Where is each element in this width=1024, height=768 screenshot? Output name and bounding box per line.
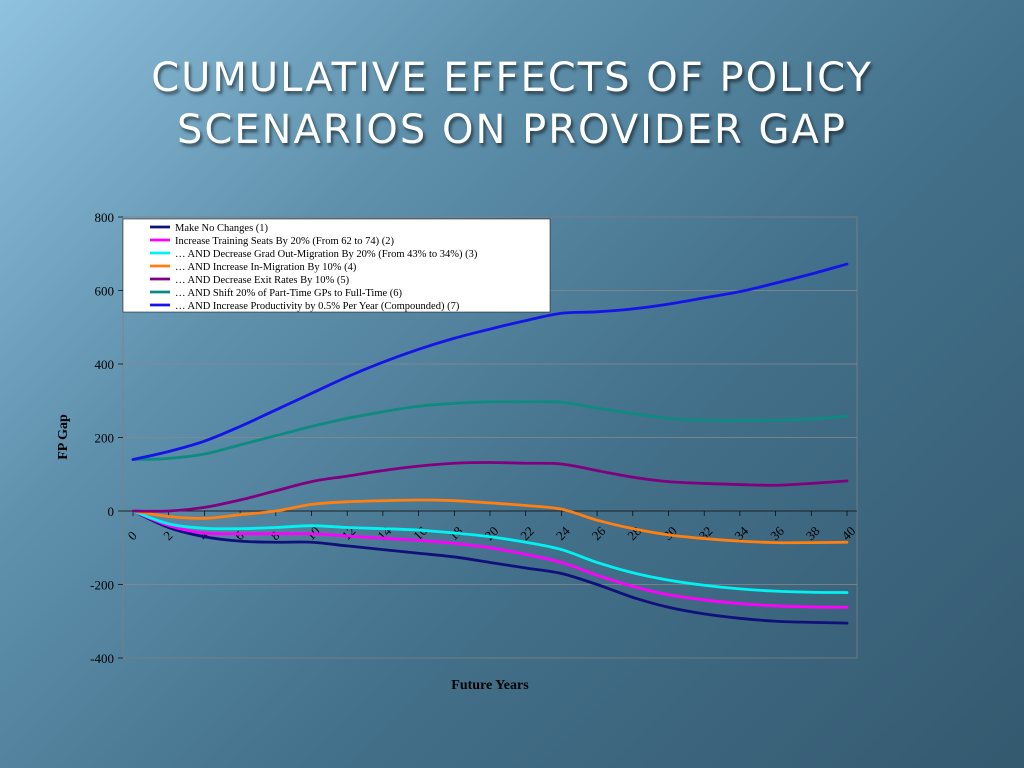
series-line-6	[131, 400, 849, 461]
y-tick-label-5: 600	[95, 284, 115, 299]
y-axis-ticks: -400 -200 0 200 400 600 800	[90, 210, 123, 666]
legend-box	[122, 218, 551, 313]
y-tick-label-2: 0	[108, 504, 115, 519]
series-line-4	[131, 498, 849, 545]
legend-label-2: Increase Training Seats By 20% (From 62 …	[175, 236, 395, 247]
legend-label-6: … AND Shift 20% of Part-Time GPs to Full…	[175, 288, 403, 299]
y-tick-label-0: -400	[90, 651, 114, 666]
legend-label-7: … AND Increase Productivity by 0.5% Per …	[175, 301, 460, 312]
x-tick-label-13: 26	[589, 523, 609, 543]
legend-label-1: Make No Changes (1)	[175, 223, 269, 234]
y-tick-label-4: 400	[95, 357, 115, 372]
x-axis-title: Future Years	[451, 678, 529, 693]
y-axis-title: FP Gap	[56, 414, 71, 460]
series-line-3	[131, 509, 849, 594]
x-tick-label-20: 40	[839, 523, 859, 543]
series-line-7	[131, 262, 849, 461]
slide-title-line-2: SCENARIOS ON PROVIDER GAP	[176, 107, 848, 153]
x-tick-label-0: 0	[125, 528, 140, 543]
y-tick-label-1: -200	[90, 578, 114, 593]
series-line-2	[131, 509, 849, 609]
slide-title-line-1: CUMULATIVE EFFECTS OF POLICY	[151, 55, 873, 101]
x-tick-label-18: 36	[767, 523, 787, 543]
y-tick-label-6: 800	[95, 210, 115, 225]
x-tick-label-12: 24	[553, 523, 573, 543]
y-tick-label-3: 200	[95, 431, 115, 446]
series-line-1	[131, 509, 849, 625]
legend-label-3: … AND Decrease Grad Out-Migration By 20%…	[175, 249, 478, 260]
slide-title: CUMULATIVE EFFECTS OF POLICY SCENARIOS O…	[0, 52, 1024, 156]
x-tick-label-10: 20	[482, 523, 502, 543]
series-lines	[131, 262, 849, 625]
x-tick-label-19: 38	[803, 523, 823, 543]
legend: Make No Changes (1) Increase Training Sea…	[122, 218, 551, 313]
series-line-5	[131, 461, 849, 513]
legend-label-4: … AND Increase In-Migration By 10% (4)	[175, 262, 357, 273]
legend-label-5: … AND Decrease Exit Rates By 10% (5)	[175, 275, 350, 286]
